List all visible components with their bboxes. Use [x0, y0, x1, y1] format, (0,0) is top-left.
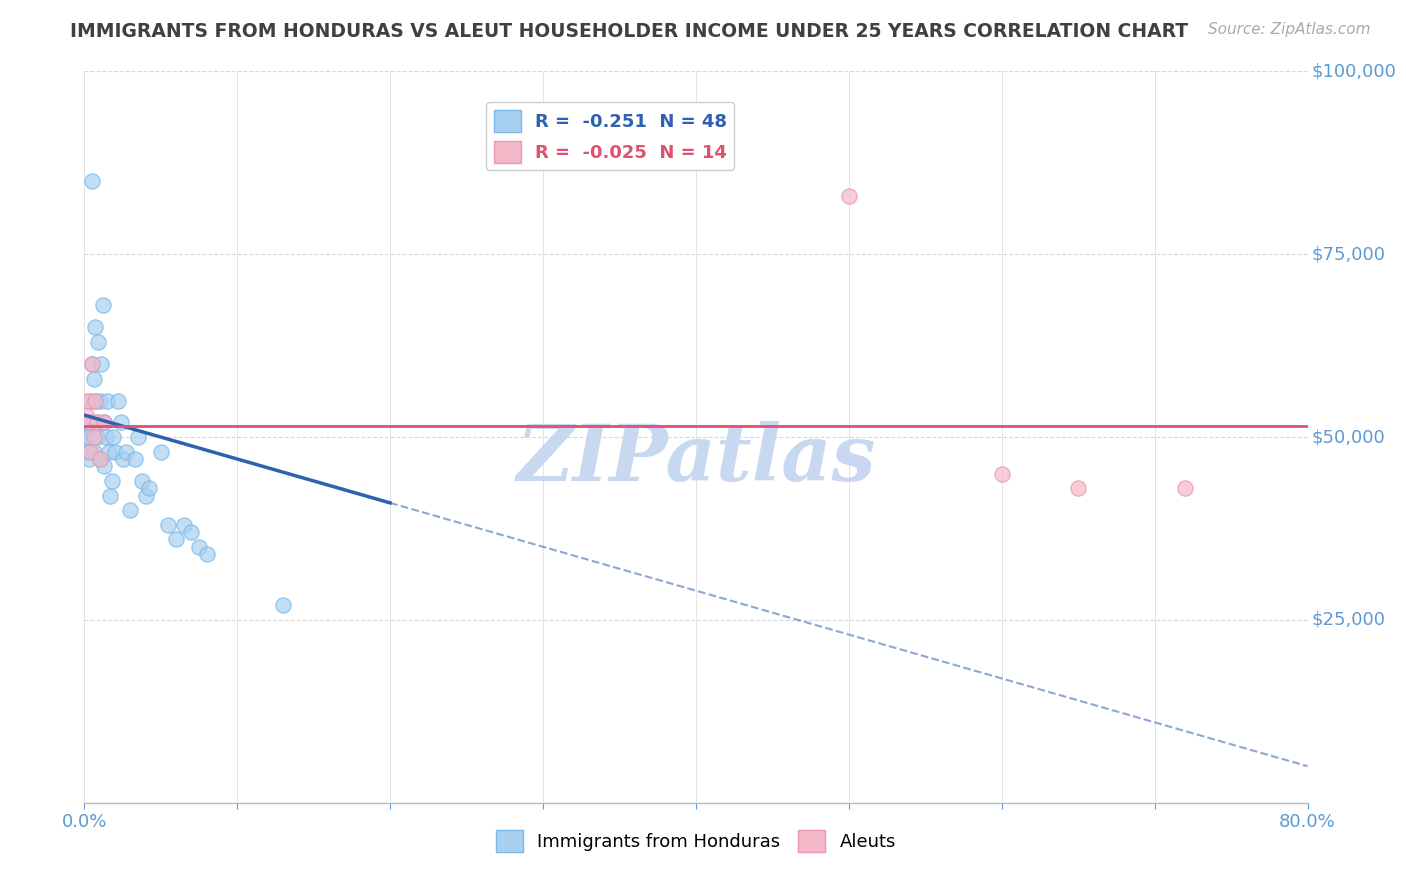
Point: [80, 174, 103, 188]
Point: [84, 320, 107, 334]
Point: [131, 474, 153, 488]
Point: [104, 444, 127, 458]
Point: [111, 452, 134, 467]
Point: [93, 416, 115, 430]
Point: [77, 430, 100, 444]
Point: [84, 393, 107, 408]
Point: [76, 444, 98, 458]
Point: [83, 371, 105, 385]
Point: [97, 444, 120, 458]
Point: [991, 467, 1014, 481]
Point: [76, 416, 98, 430]
Point: [79, 444, 101, 458]
Point: [127, 430, 149, 444]
Point: [110, 416, 132, 430]
Point: [87, 334, 110, 349]
Point: [80, 357, 103, 371]
Point: [165, 533, 187, 547]
Point: [75, 408, 97, 422]
Text: Source: ZipAtlas.com: Source: ZipAtlas.com: [1208, 22, 1371, 37]
Point: [93, 459, 115, 474]
Point: [98, 489, 121, 503]
Point: [157, 517, 180, 532]
Point: [86, 416, 108, 430]
Point: [75, 416, 97, 430]
Point: [124, 452, 146, 467]
Point: [79, 416, 101, 430]
Point: [93, 416, 115, 430]
Point: [180, 525, 202, 540]
Legend: Immigrants from Honduras, Aleuts: Immigrants from Honduras, Aleuts: [488, 823, 904, 860]
Point: [114, 444, 136, 458]
Point: [173, 517, 195, 532]
Text: $75,000: $75,000: [1312, 245, 1385, 263]
Point: [89, 393, 111, 408]
Point: [86, 430, 108, 444]
Point: [120, 503, 142, 517]
Point: [77, 416, 100, 430]
Text: IMMIGRANTS FROM HONDURAS VS ALEUT HOUSEHOLDER INCOME UNDER 25 YEARS CORRELATION : IMMIGRANTS FROM HONDURAS VS ALEUT HOUSEH…: [70, 22, 1188, 41]
Point: [94, 430, 117, 444]
Point: [86, 416, 108, 430]
Point: [1067, 481, 1090, 495]
Point: [90, 357, 112, 371]
Point: [149, 444, 172, 458]
Point: [89, 452, 111, 467]
Point: [77, 452, 100, 467]
Point: [195, 547, 218, 561]
Point: [91, 298, 114, 312]
Point: [138, 481, 160, 495]
Point: [838, 188, 860, 202]
Point: [80, 357, 103, 371]
Point: [107, 393, 129, 408]
Text: ZIPatlas: ZIPatlas: [516, 421, 876, 497]
Point: [75, 430, 97, 444]
Point: [103, 430, 125, 444]
Point: [76, 393, 98, 408]
Point: [135, 489, 157, 503]
Point: [101, 474, 124, 488]
Point: [83, 444, 105, 458]
Point: [271, 599, 294, 613]
Point: [79, 393, 101, 408]
Point: [96, 393, 118, 408]
Text: $50,000: $50,000: [1312, 428, 1385, 446]
Point: [89, 452, 111, 467]
Text: $25,000: $25,000: [1312, 611, 1385, 629]
Point: [188, 540, 211, 554]
Point: [83, 430, 105, 444]
Point: [84, 393, 107, 408]
Text: $100,000: $100,000: [1312, 62, 1396, 80]
Point: [1174, 481, 1197, 495]
